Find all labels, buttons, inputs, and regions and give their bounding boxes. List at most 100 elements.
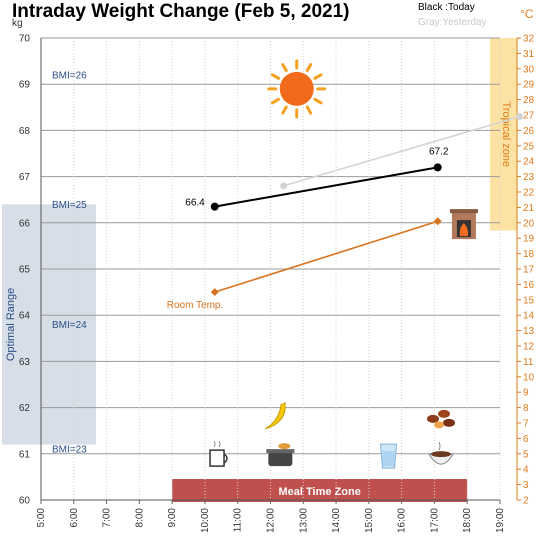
sun-ray (313, 73, 323, 80)
pot-icon (266, 443, 295, 467)
x-tick-label: 10:00 (200, 508, 211, 533)
meal-time-zone-label: Meal Time Zone (279, 486, 361, 498)
room-temp-label: Room Temp. (167, 300, 224, 311)
dates-icon (426, 409, 455, 429)
right-tick-label: 16 (523, 280, 535, 291)
right-tick-label: 14 (523, 311, 535, 322)
right-tick-label: 23 (523, 172, 535, 183)
right-tick-label: 20 (523, 218, 535, 229)
sun-ray (305, 105, 313, 115)
left-tick-label: 64 (19, 311, 31, 322)
room-temp-line (214, 220, 438, 293)
bowl-icon (428, 441, 454, 465)
sun-ray (281, 63, 288, 73)
x-tick-label: 5:00 (36, 508, 47, 528)
x-tick-label: 19:00 (495, 508, 506, 533)
fireplace-flame (459, 223, 469, 237)
series-layer: 66.4 67.2 Room Temp. (167, 113, 524, 311)
x-tick-label: 14:00 (331, 508, 342, 533)
zones-layer: Optimal Range Tropical zone Meal Time Zone (2, 38, 517, 502)
right-tick-label: 32 (523, 34, 535, 45)
x-tick-label: 15:00 (364, 508, 375, 533)
right-tick-label: 15 (523, 295, 535, 306)
fireplace-mantel (449, 209, 478, 214)
right-tick-label: 9 (523, 388, 529, 399)
date-fruit (437, 409, 450, 418)
right-tick-label: 7 (523, 419, 529, 430)
right-tick-label: 8 (523, 403, 529, 414)
yesterday-point (280, 182, 288, 190)
cup-steam (213, 440, 221, 448)
cup-body (209, 449, 225, 467)
yesterday-point (516, 113, 524, 121)
bowl-body (428, 453, 454, 465)
legend-yesterday: Gray:Yesterday (418, 17, 487, 28)
today-point (210, 202, 219, 211)
sun-icon (267, 59, 327, 119)
cup-icon (209, 440, 228, 467)
optimal-range-band (2, 204, 96, 445)
sun-ray (313, 97, 323, 105)
left-tick-label: 61 (19, 449, 31, 460)
room-temp-point (210, 288, 219, 297)
right-tick-label: 30 (523, 64, 535, 75)
today-start-label: 66.4 (185, 198, 205, 209)
right-tick-label: 3 (523, 480, 529, 491)
right-tick-label: 10 (523, 372, 535, 383)
x-tick-label: 16:00 (397, 508, 408, 533)
legend-today: Black :Today (418, 2, 475, 13)
room-temp-point (433, 217, 442, 226)
x-tick-label: 17:00 (429, 508, 440, 533)
right-tick-label: 4 (523, 465, 529, 476)
left-tick-label: 69 (19, 80, 31, 91)
right-tick-label: 17 (523, 265, 535, 276)
banana-icon (264, 402, 286, 430)
left-tick-label: 63 (19, 357, 31, 368)
right-tick-label: 5 (523, 449, 529, 460)
sun-ray (270, 73, 281, 80)
fireplace-icon (449, 209, 478, 240)
optimal-range-label: Optimal Range (5, 288, 17, 361)
pot-food (278, 443, 291, 450)
right-tick-label: 19 (523, 234, 535, 245)
icons-layer (209, 59, 478, 469)
right-tick-label: 2 (523, 496, 529, 507)
x-tick-label: 13:00 (298, 508, 309, 533)
grid-layer (40, 37, 501, 501)
date-half (433, 421, 444, 429)
right-tick-label: 31 (523, 49, 535, 60)
sun-ray (305, 63, 313, 73)
today-point (433, 163, 442, 172)
right-tick-label: 25 (523, 141, 535, 152)
tropical-zone-label: Tropical zone (500, 101, 512, 167)
chart-title: Intraday Weight Change (Feb 5, 2021) (12, 1, 350, 22)
bowl-steam (438, 441, 441, 451)
x-tick-label: 11:00 (233, 508, 244, 533)
glass-icon (379, 443, 398, 469)
right-axis-unit: °C (520, 7, 534, 21)
today-end-label: 67.2 (429, 146, 449, 157)
sun-ray (281, 105, 288, 115)
right-tick-label: 24 (523, 157, 535, 168)
right-tick-label: 28 (523, 95, 535, 106)
tropical-zone-band (490, 38, 517, 231)
right-tick-label: 26 (523, 126, 535, 137)
x-tick-label: 12:00 (266, 508, 277, 533)
left-tick-label: 62 (19, 403, 31, 414)
left-tick-label: 70 (19, 34, 31, 45)
sun-disc (279, 71, 314, 106)
bmi-label: BMI=24 (52, 320, 87, 331)
x-tick-label: 18:00 (462, 508, 473, 533)
pot-body (268, 452, 293, 467)
date-fruit (442, 418, 455, 427)
glass-water (382, 451, 395, 467)
left-tick-label: 65 (19, 265, 31, 276)
yesterday-line (283, 115, 520, 187)
cup-handle (223, 453, 228, 464)
x-tick-label: 6:00 (69, 508, 80, 528)
right-tick-label: 13 (523, 326, 535, 337)
right-tick-label: 27 (523, 111, 535, 122)
date-fruit (426, 414, 439, 423)
